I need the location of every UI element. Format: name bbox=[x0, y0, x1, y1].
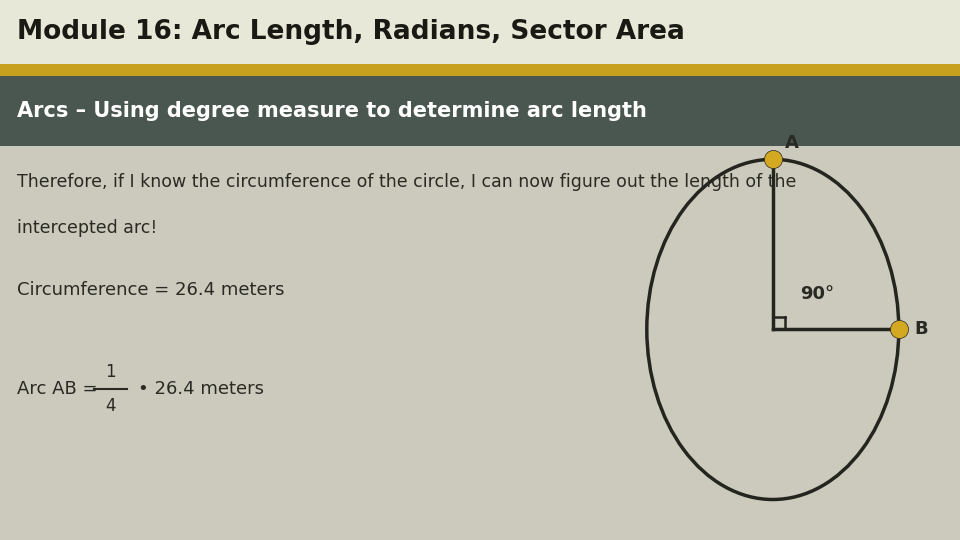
Text: • 26.4 meters: • 26.4 meters bbox=[138, 380, 264, 398]
Text: Therefore, if I know the circumference of the circle, I can now figure out the l: Therefore, if I know the circumference o… bbox=[17, 173, 797, 191]
Bar bbox=[0, 76, 960, 146]
Text: 1: 1 bbox=[105, 362, 116, 381]
Text: intercepted arc!: intercepted arc! bbox=[17, 219, 157, 237]
Text: A: A bbox=[785, 134, 800, 152]
Bar bbox=[0, 0, 960, 64]
Text: Circumference = 26.4 meters: Circumference = 26.4 meters bbox=[17, 281, 285, 299]
Text: Arcs – Using degree measure to determine arc length: Arcs – Using degree measure to determine… bbox=[17, 100, 647, 121]
Text: Module 16: Arc Length, Radians, Sector Area: Module 16: Arc Length, Radians, Sector A… bbox=[17, 19, 685, 45]
Text: B: B bbox=[914, 320, 927, 339]
Text: 90°: 90° bbox=[801, 285, 834, 303]
Bar bbox=[0, 64, 960, 76]
Text: Arc AB =: Arc AB = bbox=[17, 380, 104, 398]
Bar bbox=[0, 146, 960, 540]
Text: 4: 4 bbox=[106, 397, 115, 415]
